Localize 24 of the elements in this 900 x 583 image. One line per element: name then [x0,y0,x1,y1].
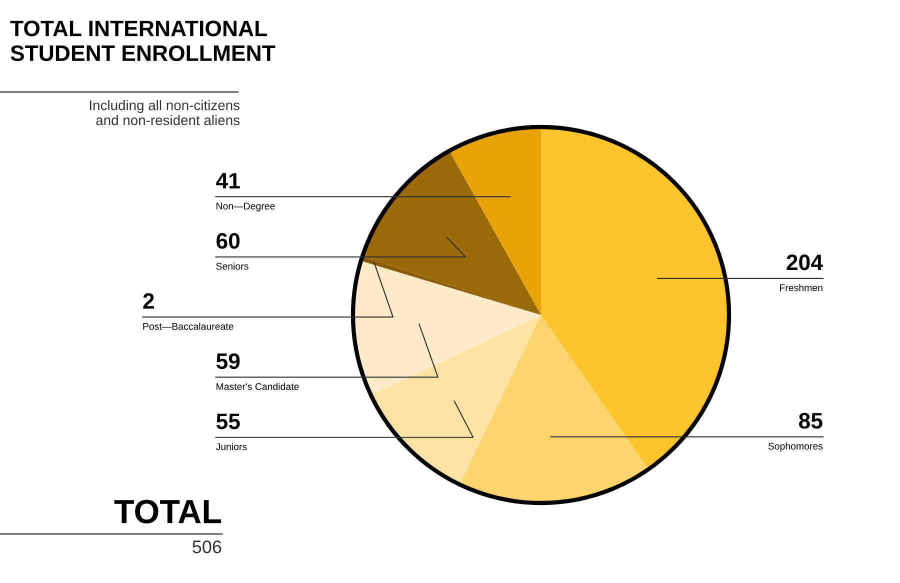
pie-slice [460,315,648,503]
pie-slice [353,260,541,396]
pie-slice [370,315,541,485]
data-label: 55 [216,414,240,430]
slice-label: Non—Degree [216,202,275,212]
chart-subtitle: Including all non-citizens and non-resident aliens [90,100,240,126]
data-label: 204 [786,254,823,270]
pie-slice [362,150,541,315]
data-label: 60 [216,233,240,249]
data-label: 85 [798,412,822,429]
slice-label: Freshmen [780,284,822,292]
slice-label: Master's Candidate [216,382,299,390]
pie-slice [541,127,729,470]
data-label: 59 [216,353,240,370]
slice-label: Juniors [216,443,247,450]
data-label: 2 [143,293,154,309]
pie-slice [449,127,541,315]
chart-title: TOTAL INTERNATIONAL STUDENT ENROLLMENT [10,20,276,62]
data-label: 41 [216,173,240,188]
slice-label: Post—Baccalaureate [143,322,234,330]
slice-label: Sophomores [768,442,823,452]
slice-label: Seniors [216,262,248,270]
text: TOTAL [114,500,221,524]
text: 506 [192,540,222,554]
